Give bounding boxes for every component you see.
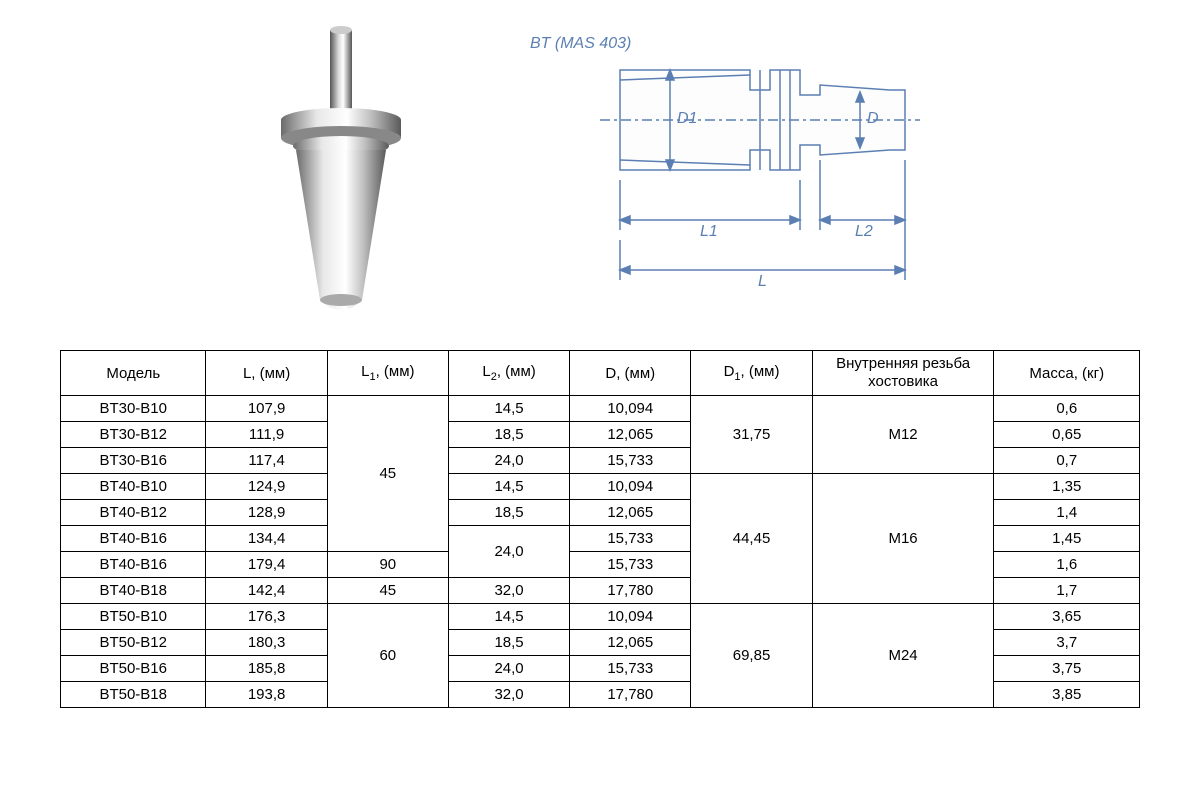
cell-L2: 24,0 (448, 656, 569, 682)
top-section: BT (MAS 403) (0, 0, 1200, 340)
diagram-title: BT (MAS 403) (530, 35, 631, 53)
cell-D: 12,065 (570, 630, 691, 656)
cell-model: BT40-B16 (61, 552, 206, 578)
cell-L: 128,9 (206, 500, 327, 526)
table-row: BT30-B10 107,9 45 14,5 10,094 31,75 M12 … (61, 396, 1140, 422)
cell-mass: 0,7 (994, 448, 1140, 474)
cell-model: BT40-B12 (61, 500, 206, 526)
cell-mass: 1,6 (994, 552, 1140, 578)
cell-L1: 90 (327, 552, 448, 578)
cell-D: 12,065 (570, 422, 691, 448)
cell-D: 15,733 (570, 656, 691, 682)
cell-L: 142,4 (206, 578, 327, 604)
cell-thread-M12: M12 (812, 396, 994, 474)
cell-D: 15,733 (570, 526, 691, 552)
cell-thread-M16: M16 (812, 474, 994, 604)
col-L: L, (мм) (206, 351, 327, 396)
cell-L: 117,4 (206, 448, 327, 474)
cell-L2: 24,0 (448, 448, 569, 474)
cell-L: 185,8 (206, 656, 327, 682)
cell-thread-M24: M24 (812, 604, 994, 708)
dim-l: L (758, 273, 767, 291)
dim-l1: L1 (700, 223, 718, 241)
cell-L: 193,8 (206, 682, 327, 708)
cell-mass: 1,35 (994, 474, 1140, 500)
spec-table-section: Модель L, (мм) L1, (мм) L2, (мм) D, (мм)… (0, 340, 1200, 708)
cell-mass: 1,4 (994, 500, 1140, 526)
cell-L2: 18,5 (448, 422, 569, 448)
cell-L: 107,9 (206, 396, 327, 422)
product-photo (230, 20, 450, 320)
cell-mass: 0,6 (994, 396, 1140, 422)
cell-model: BT50-B16 (61, 656, 206, 682)
cell-model: BT50-B12 (61, 630, 206, 656)
col-mass: Масса, (кг) (994, 351, 1140, 396)
cell-D: 17,780 (570, 578, 691, 604)
cell-L2: 18,5 (448, 500, 569, 526)
cell-L: 179,4 (206, 552, 327, 578)
col-model: Модель (61, 351, 206, 396)
cell-D1-31: 31,75 (691, 396, 812, 474)
cell-D1-44: 44,45 (691, 474, 812, 604)
cell-L2-24: 24,0 (448, 526, 569, 578)
spec-table: Модель L, (мм) L1, (мм) L2, (мм) D, (мм)… (60, 350, 1140, 708)
cell-D: 15,733 (570, 448, 691, 474)
cell-L: 111,9 (206, 422, 327, 448)
cell-D: 10,094 (570, 396, 691, 422)
cell-model: BT30-B10 (61, 396, 206, 422)
dim-d1: D1 (677, 110, 697, 128)
cell-D: 10,094 (570, 604, 691, 630)
cell-D: 15,733 (570, 552, 691, 578)
cell-L1-60: 60 (327, 604, 448, 708)
cell-L: 176,3 (206, 604, 327, 630)
cell-model: BT40-B16 (61, 526, 206, 552)
cell-L2: 14,5 (448, 474, 569, 500)
cell-D: 10,094 (570, 474, 691, 500)
dim-d: D (867, 110, 879, 128)
cell-mass: 1,45 (994, 526, 1140, 552)
table-row: BT40-B10 124,9 14,5 10,094 44,45 M16 1,3… (61, 474, 1140, 500)
cell-mass: 1,7 (994, 578, 1140, 604)
cell-model: BT30-B16 (61, 448, 206, 474)
cell-L1-45: 45 (327, 396, 448, 552)
cell-model: BT40-B18 (61, 578, 206, 604)
col-thread: Внутренняя резьба хостовика (812, 351, 994, 396)
col-D: D, (мм) (570, 351, 691, 396)
cell-L2: 32,0 (448, 682, 569, 708)
cell-D: 12,065 (570, 500, 691, 526)
cell-L2: 14,5 (448, 604, 569, 630)
col-L1: L1, (мм) (327, 351, 448, 396)
dim-l2: L2 (855, 223, 873, 241)
cell-L: 180,3 (206, 630, 327, 656)
cell-model: BT30-B12 (61, 422, 206, 448)
cell-D: 17,780 (570, 682, 691, 708)
cell-model: BT50-B18 (61, 682, 206, 708)
cell-L: 134,4 (206, 526, 327, 552)
cell-model: BT40-B10 (61, 474, 206, 500)
cell-L: 124,9 (206, 474, 327, 500)
cell-mass: 3,75 (994, 656, 1140, 682)
col-D1: D1, (мм) (691, 351, 812, 396)
cell-L1: 45 (327, 578, 448, 604)
cell-mass: 3,7 (994, 630, 1140, 656)
cell-mass: 3,65 (994, 604, 1140, 630)
table-row: BT50-B10 176,3 60 14,5 10,094 69,85 M24 … (61, 604, 1140, 630)
cell-L2: 18,5 (448, 630, 569, 656)
technical-diagram: BT (MAS 403) (510, 20, 970, 320)
cell-L2: 32,0 (448, 578, 569, 604)
table-header-row: Модель L, (мм) L1, (мм) L2, (мм) D, (мм)… (61, 351, 1140, 396)
cell-mass: 3,85 (994, 682, 1140, 708)
cell-L2: 14,5 (448, 396, 569, 422)
cell-model: BT50-B10 (61, 604, 206, 630)
cell-mass: 0,65 (994, 422, 1140, 448)
col-L2: L2, (мм) (448, 351, 569, 396)
cell-D1-69: 69,85 (691, 604, 812, 708)
